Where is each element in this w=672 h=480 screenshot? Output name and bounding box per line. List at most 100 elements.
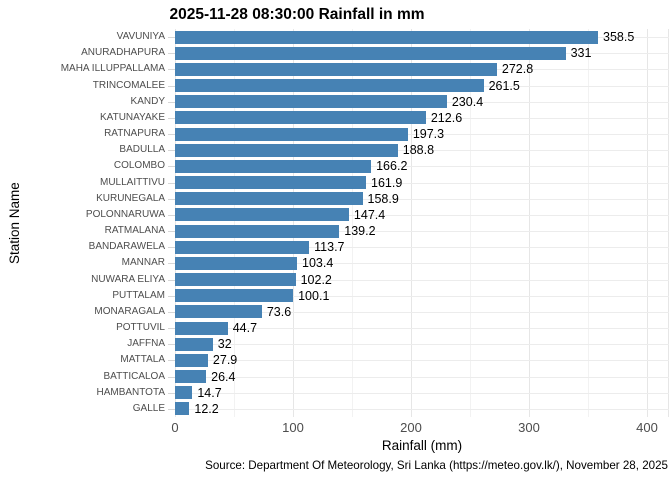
value-label: 26.4 [211, 369, 236, 384]
y-axis-tick-mark [168, 376, 175, 378]
value-label: 161.9 [371, 175, 403, 190]
gridline-horizontal [175, 134, 669, 136]
gridline-horizontal [175, 328, 669, 330]
y-axis-tick-mark [168, 408, 175, 410]
y-axis-tick-mark [168, 214, 175, 216]
value-label: 139.2 [344, 224, 376, 238]
x-tick-label: 100 [282, 420, 304, 435]
bar [175, 176, 367, 190]
bar-row: BATTICALOA 26.4 [0, 369, 669, 385]
value-label: 27.9 [212, 353, 238, 368]
y-axis-tick-mark [168, 101, 175, 103]
station-label: BADULLA [119, 144, 165, 156]
bar-row: MONARAGALA 73.6 [0, 304, 669, 320]
gridline-horizontal [175, 295, 669, 297]
bar-row: BANDARAWELA 113.7 [0, 239, 669, 255]
gridline-horizontal [175, 344, 669, 346]
y-axis-tick-mark [168, 344, 175, 346]
bar-row: KURUNEGALA 158.9 [0, 191, 669, 207]
bar [175, 256, 297, 270]
bar-row: ANURADHAPURA 331 [0, 45, 669, 61]
bar-row: RATMALANA 139.2 [0, 223, 669, 239]
x-tick-label: 400 [636, 420, 658, 435]
bar [175, 386, 193, 400]
station-label: KATUNAYAKE [99, 111, 165, 123]
gridline-horizontal [175, 376, 669, 378]
station-label: NUWARA ELIYA [91, 273, 165, 285]
gridline-horizontal [175, 150, 669, 152]
bar-row: POLONNARUWA 147.4 [0, 207, 669, 223]
bar-row: PUTTALAM 100.1 [0, 288, 669, 304]
station-label: HAMBANTOTA [96, 386, 165, 398]
value-label: 358.5 [603, 30, 635, 44]
y-axis-tick-mark [168, 392, 175, 394]
station-label: RATNAPURA [104, 128, 165, 139]
gridline-horizontal [175, 247, 669, 249]
y-axis-tick-mark [168, 182, 175, 184]
bar-row: MULLAITTIVU 161.9 [0, 175, 669, 191]
value-label: 230.4 [451, 94, 484, 109]
gridline-vertical-minor [470, 29, 471, 417]
panel-right-edge [668, 29, 669, 417]
bar [175, 353, 208, 367]
station-label: ANURADHAPURA [81, 47, 165, 59]
bar [175, 208, 349, 222]
bar-row: BADULLA 188.8 [0, 142, 669, 158]
y-axis-tick-mark [168, 263, 175, 265]
chart-title: 2025-11-28 08:30:00 Rainfall in mm [169, 6, 425, 23]
y-axis-tick-mark [168, 117, 175, 119]
value-label: 261.5 [488, 78, 520, 93]
bar-row: RATNAPURA 197.3 [0, 126, 669, 142]
bar [175, 224, 340, 238]
gridline-vertical-major [175, 29, 176, 417]
y-axis-tick-mark [168, 69, 175, 71]
gridline-horizontal [175, 311, 669, 313]
source-caption: Source: Department Of Meteorology, Sri L… [205, 459, 668, 472]
station-label: COLOMBO [113, 160, 165, 172]
bar [175, 143, 398, 157]
bar-row: JAFFNA 32 [0, 336, 669, 352]
station-label: GALLE [132, 402, 165, 414]
bar-row: MATTALA 27.9 [0, 352, 669, 368]
x-tick-label: 200 [400, 420, 422, 435]
value-label: 331 [570, 46, 592, 61]
value-label: 197.3 [412, 127, 445, 141]
bar [175, 305, 262, 319]
bar-row: COLOMBO 166.2 [0, 158, 669, 174]
y-axis-tick-mark [168, 247, 175, 249]
bar [175, 62, 497, 76]
value-label: 147.4 [353, 207, 386, 222]
bar [175, 79, 484, 93]
station-label: RATMALANA [104, 225, 165, 236]
value-label: 272.8 [501, 62, 534, 77]
bar-row: KANDY 230.4 [0, 94, 669, 110]
gridline-horizontal [175, 360, 669, 362]
bar [175, 46, 566, 60]
gridline-horizontal [175, 182, 669, 184]
station-label: MONARAGALA [94, 305, 165, 317]
value-label: 166.2 [376, 159, 408, 174]
bar [175, 111, 426, 125]
bar-row: HAMBANTOTA 14.7 [0, 385, 669, 401]
value-label: 44.7 [232, 321, 258, 335]
station-label: PUTTALAM [112, 289, 165, 301]
gridline-horizontal [175, 279, 669, 281]
gridline-horizontal [175, 392, 669, 394]
bar-row: MANNAR 103.4 [0, 255, 669, 271]
y-axis-tick-mark [168, 85, 175, 87]
station-label: MULLAITTIVU [99, 176, 165, 188]
y-axis-tick-mark [168, 53, 175, 55]
gridline-horizontal [175, 166, 669, 168]
value-label: 32 [217, 337, 232, 352]
bar [175, 321, 228, 335]
station-label: MAHA ILLUPPALLAMA [60, 63, 165, 75]
gridline-vertical-minor [352, 29, 353, 417]
y-axis-tick-mark [168, 134, 175, 136]
value-label: 102.2 [300, 272, 332, 287]
value-label: 113.7 [314, 240, 345, 255]
bar [175, 127, 408, 141]
gridline-vertical-major [647, 29, 648, 417]
y-axis-tick-mark [168, 279, 175, 281]
bar [175, 337, 213, 351]
gridline-vertical-major [293, 29, 294, 417]
